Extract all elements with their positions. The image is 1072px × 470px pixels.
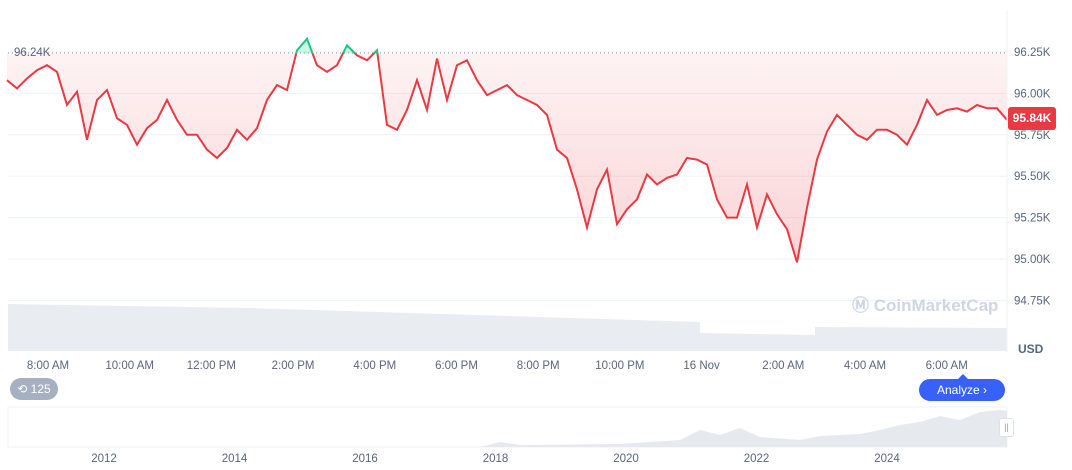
x-tick-label: 6:00 PM xyxy=(435,360,478,372)
x-tick-label: 4:00 PM xyxy=(353,360,397,372)
x-tick-label: 6:00 AM xyxy=(925,360,968,372)
x-tick-label: 10:00 PM xyxy=(595,360,645,372)
y-tick-label: 94.75K xyxy=(1014,295,1051,307)
y-tick-label: 95.00K xyxy=(1014,254,1051,266)
y-tick-label: 96.00K xyxy=(1014,88,1051,100)
x-tick-label: 10:00 AM xyxy=(105,360,154,372)
y-tick-label: 96.25K xyxy=(1014,47,1051,59)
history-button[interactable]: ⟲ 125 xyxy=(10,378,58,400)
volume-bars xyxy=(8,304,1007,351)
area-fill xyxy=(7,53,1007,263)
navigator-year-label: 2012 xyxy=(91,453,117,465)
y-tick-label: 95.25K xyxy=(1014,213,1051,225)
x-tick-label: 8:00 AM xyxy=(26,360,70,372)
currency-label: USD xyxy=(1018,342,1044,356)
current-price-tag: 95.84K xyxy=(1008,107,1056,130)
navigator-year-label: 2018 xyxy=(482,453,509,465)
x-tick-label: 16 Nov xyxy=(683,360,720,372)
navigator-handle[interactable]: || xyxy=(999,418,1014,437)
x-tick-label: 2:00 PM xyxy=(271,360,315,372)
navigator-year-label: 2022 xyxy=(743,453,770,465)
navigator-year-label: 2024 xyxy=(874,453,900,465)
coinmarketcap-watermark: Ⓜ CoinMarketCap xyxy=(852,296,999,315)
navigator-year-label: 2016 xyxy=(352,453,378,465)
analyze-button[interactable]: Analyze › xyxy=(919,374,1005,401)
area-fill-above xyxy=(296,38,378,53)
navigator-year-label: 2014 xyxy=(221,453,248,465)
history-icon: ⟲ xyxy=(17,382,31,396)
navigator-year-label: 2020 xyxy=(613,453,639,465)
x-tick-label: 4:00 AM xyxy=(843,360,887,372)
navigator-area xyxy=(8,410,1007,447)
price-line-below-baseline xyxy=(6,53,1008,263)
x-tick-label: 12:00 PM xyxy=(186,360,237,372)
x-tick-label: 2:00 AM xyxy=(762,360,805,372)
baseline-label: 96.24K xyxy=(14,47,51,59)
y-tick-label: 95.50K xyxy=(1014,171,1051,183)
cmc-logo-icon: Ⓜ xyxy=(852,296,874,315)
x-tick-label: 8:00 PM xyxy=(516,360,560,372)
y-tick-label: 95.75K xyxy=(1014,130,1051,142)
